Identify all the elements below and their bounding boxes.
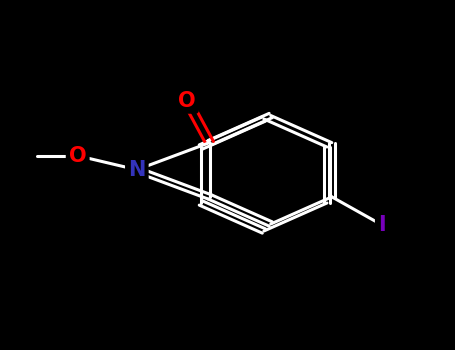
Text: O: O bbox=[69, 146, 86, 166]
Text: O: O bbox=[178, 91, 196, 111]
Text: N: N bbox=[128, 160, 146, 180]
Text: I: I bbox=[378, 215, 386, 235]
